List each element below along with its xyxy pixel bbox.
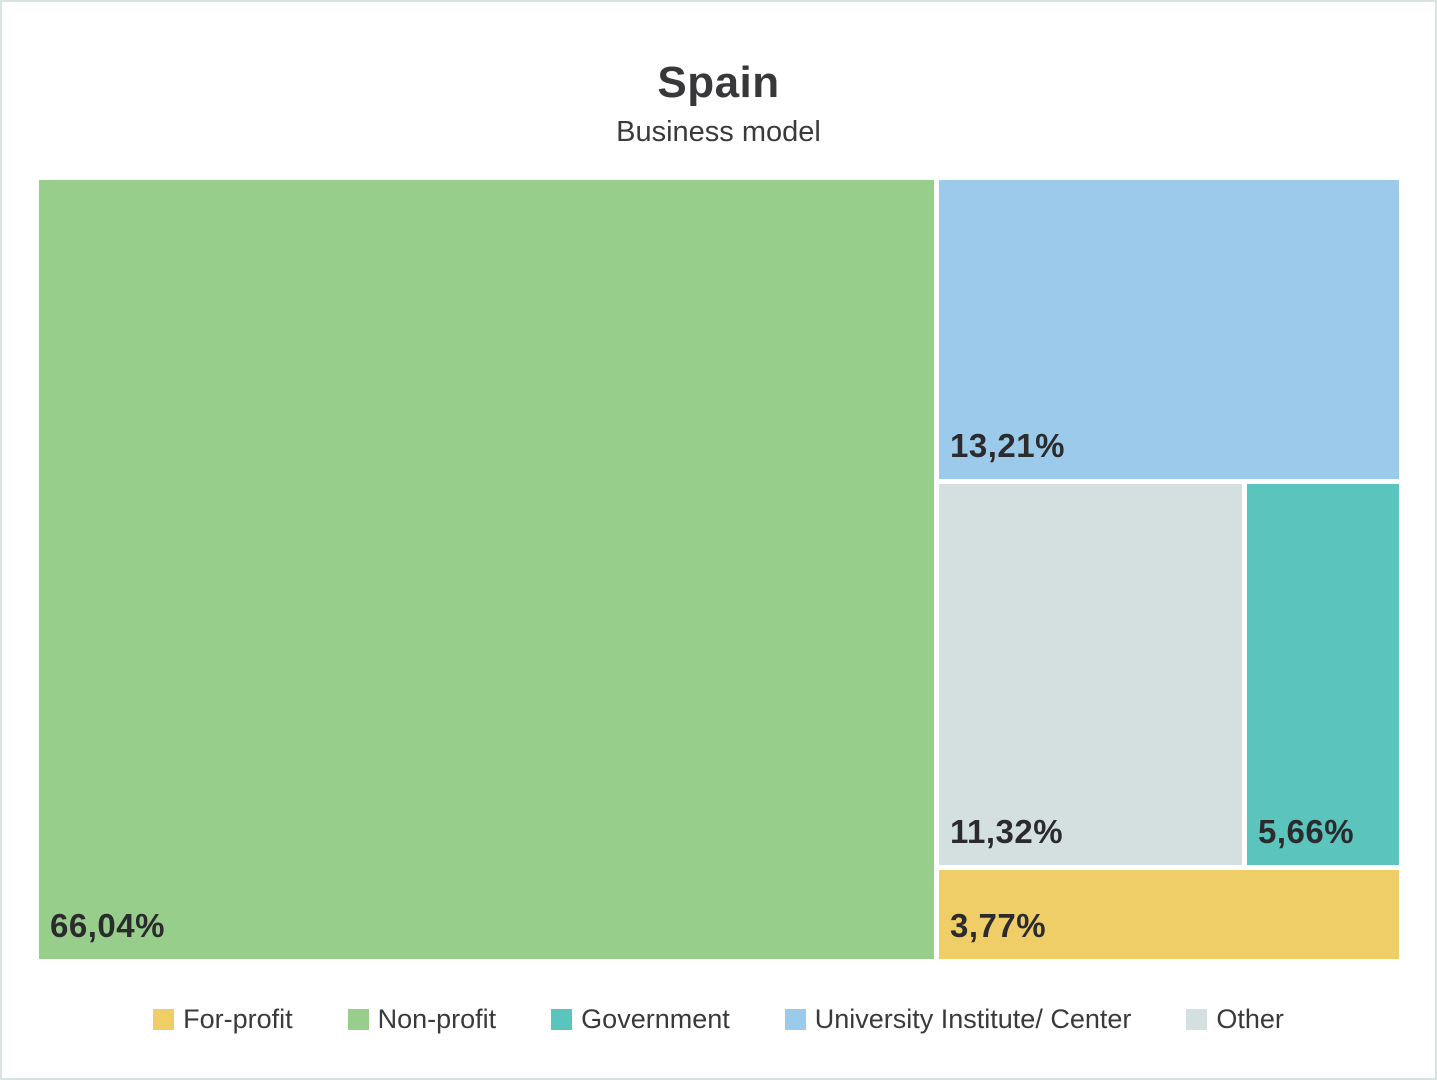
treemap-tile-government: 5,66% [1247, 484, 1399, 865]
chart-header: Spain Business model [2, 58, 1435, 149]
legend-item-university-institute-center: University Institute/ Center [784, 1004, 1132, 1035]
legend-item-for-profit: For-profit [153, 1004, 293, 1035]
legend: For-profit Non-profit Government Univers… [2, 1004, 1435, 1035]
legend-swatch-other [1186, 1009, 1208, 1030]
treemap-tile-non-profit: 66,04% [39, 180, 934, 959]
legend-label-government: Government [581, 1004, 730, 1034]
legend-swatch-government [551, 1009, 573, 1030]
legend-label-university-institute-center: University Institute/ Center [814, 1004, 1132, 1034]
legend-item-government: Government [551, 1004, 730, 1035]
treemap-tile-university-institute-center: 13,21% [939, 180, 1399, 479]
chart-title: Spain [657, 58, 780, 107]
treemap: 66,04% 13,21% 11,32% 5,66% 3,77% [39, 180, 1399, 959]
legend-item-other: Other [1186, 1004, 1284, 1035]
tile-value-label-other: 11,32% [950, 813, 1064, 850]
legend-swatch-for-profit [153, 1009, 175, 1030]
tile-value-label-non-profit: 66,04% [50, 907, 165, 944]
tile-value-label-government: 5,66% [1258, 813, 1355, 850]
tile-value-label-university-institute-center: 13,21% [950, 427, 1065, 464]
legend-item-non-profit: Non-profit [347, 1004, 497, 1035]
legend-label-non-profit: Non-profit [377, 1004, 497, 1034]
tile-value-label-for-profit: 3,77% [950, 907, 1047, 944]
legend-swatch-non-profit [347, 1009, 369, 1030]
legend-swatch-university-institute-center [784, 1009, 806, 1030]
chart-subtitle: Business model [616, 116, 821, 148]
treemap-tile-other: 11,32% [939, 484, 1242, 865]
treemap-tile-for-profit: 3,77% [939, 870, 1399, 959]
legend-label-for-profit: For-profit [183, 1004, 293, 1034]
legend-label-other: Other [1216, 1004, 1284, 1034]
